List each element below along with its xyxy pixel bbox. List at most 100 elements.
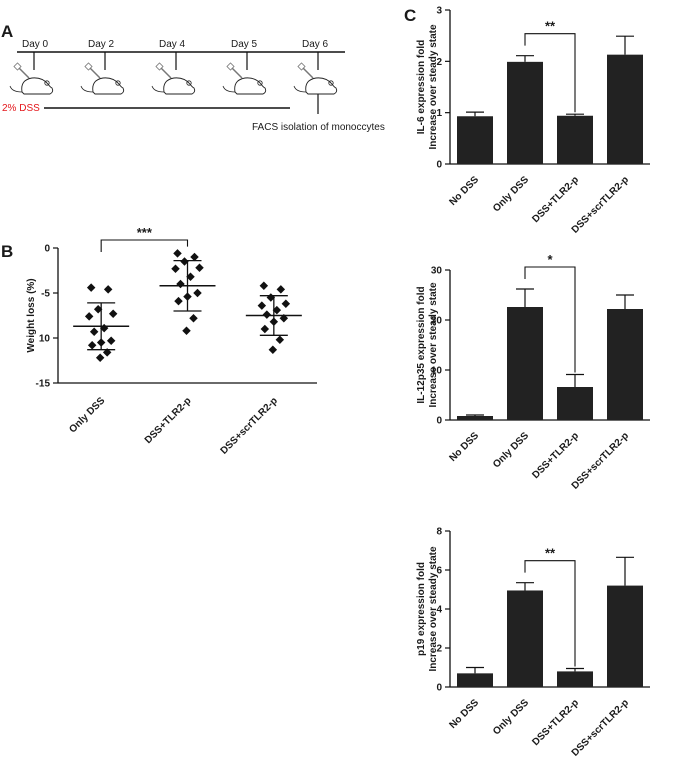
weight-data-point (86, 283, 96, 292)
mouse-icons (9, 52, 338, 95)
weight-data-point (186, 272, 195, 282)
weight-significance-bracket (100, 239, 189, 252)
weight-data-point (180, 257, 189, 266)
mouse-body-outline (21, 77, 54, 95)
mouse-body-outline (92, 77, 125, 95)
day-5-mouse-icon (222, 62, 267, 95)
day-0-label: Day 0 (22, 39, 49, 50)
il12-bar (557, 387, 593, 420)
il12-y-axis-label-line: Increase over steady state (428, 282, 439, 408)
weight-data-point (195, 263, 204, 273)
il6-bar (507, 61, 543, 165)
mouse-tail (293, 85, 307, 93)
weight-data-point (190, 252, 199, 262)
weight-data-point (193, 288, 202, 298)
day-5-label: Day 5 (231, 39, 258, 50)
p19-category-label: No DSS (447, 697, 481, 731)
p19-y-tick-label: 0 (436, 683, 442, 694)
il6-y-axis-label: IL-6 expression foldIncrease over steady… (416, 24, 439, 150)
weight-data-point (93, 304, 103, 314)
weight-data-point (281, 299, 291, 309)
weight-category-label: Only DSS (67, 395, 107, 435)
panel-c-letter: C (404, 6, 416, 25)
il6-bar (457, 116, 493, 164)
day-4-label: Day 4 (159, 39, 186, 50)
il6-bar (607, 54, 643, 164)
il12-category-label: No DSS (447, 430, 481, 464)
mouse-ear (186, 80, 192, 86)
il6-chart: 0 1 2 3 IL-6 expression foldIncrease over st… (416, 6, 650, 236)
il6-y-tick-label: 3 (436, 6, 442, 17)
weight-category-label: DSS+scrTLR2-p (219, 395, 280, 456)
weight-data-point (171, 264, 180, 273)
weight-data-point (182, 326, 191, 336)
p19-bar (607, 585, 643, 687)
il12-y-tick-label: 30 (431, 266, 443, 277)
p19-significance-bracket (524, 560, 576, 667)
p19-y-tick-label: 4 (436, 605, 442, 616)
p19-significance-label: ** (545, 546, 556, 561)
il6-category-label: DSS+TLR2-p (530, 174, 581, 225)
syringe-icon (160, 67, 172, 79)
day-6-label: Day 6 (302, 39, 329, 50)
il12p35-chart: 0 10 20 30 IL-12p35 expression foldIncrease … (416, 252, 650, 492)
weight-data-point (257, 301, 267, 310)
il6-significance-bracket (524, 33, 576, 113)
weight-data-point (189, 313, 198, 323)
il6-y-tick-label: 1 (436, 108, 442, 119)
p19-chart: 0 2 4 6 8 p19 expression foldIncrease over st… (416, 527, 650, 759)
mouse-ear (115, 80, 121, 86)
il12-category-label: Only DSS (491, 430, 531, 470)
weight-data-point (272, 305, 282, 315)
weight-y-tick-label: 10 (39, 334, 51, 345)
mouse-ear (328, 80, 334, 86)
day-6-mouse-icon (293, 62, 338, 95)
p19-y-axis-label-line: p19 expression fold (416, 562, 427, 656)
p19-category-label: Only DSS (491, 697, 531, 737)
weight-data-point (108, 309, 118, 318)
weight-data-point (276, 285, 286, 294)
weight-data-point (262, 310, 272, 319)
syringe-icon (302, 67, 314, 79)
p19-y-tick-label: 8 (436, 527, 442, 538)
day-0-mouse-icon (9, 62, 54, 95)
weight-loss-chart: 0 -5 10 -15 Weight loss (%) Only DSS DSS+TLR2-… (26, 225, 317, 457)
syringe-plunger-icon (297, 62, 306, 71)
syringe-plunger-icon (155, 62, 164, 71)
weight-data-point (176, 279, 185, 289)
il6-y-axis-label-line: Increase over steady state (428, 24, 439, 150)
weight-data-point (268, 345, 278, 354)
p19-y-axis-label: p19 expression foldIncrease over steady … (416, 546, 439, 672)
syringe-plunger-icon (84, 62, 93, 71)
p19-bar (457, 673, 493, 687)
syringe-plunger-icon (13, 62, 22, 71)
weight-data-point (174, 296, 183, 306)
mouse-body-outline (234, 77, 267, 95)
p19-y-tick-label: 2 (436, 644, 442, 655)
p19-category-label: DSS+TLR2-p (530, 697, 581, 748)
il6-category-label: No DSS (447, 174, 481, 208)
syringe-plunger-icon (226, 62, 235, 71)
p19-y-axis-label-line: Increase over steady state (428, 546, 439, 672)
day-4-mouse-icon (151, 62, 196, 95)
p19-bar (507, 590, 543, 687)
il12-bar (507, 307, 543, 420)
weight-category-label: DSS+TLR2-p (143, 395, 194, 446)
il12-y-tick-label: 10 (431, 366, 443, 377)
weight-data-point (260, 324, 270, 334)
il12-bar (457, 416, 493, 420)
mouse-body-outline (163, 77, 196, 95)
panel-b-letter: B (1, 242, 13, 261)
weight-data-point (84, 312, 94, 321)
mouse-ear (257, 80, 263, 86)
mouse-body-outline (305, 77, 338, 95)
panel-a-letter: A (1, 22, 13, 41)
weight-significance-label: *** (137, 225, 153, 240)
weight-data-point (275, 335, 285, 345)
p19-bar (557, 671, 593, 687)
il12-y-axis-label: IL-12p35 expression foldIncrease over st… (416, 282, 439, 408)
weight-data-point (173, 249, 182, 258)
weight-data-point (259, 281, 269, 291)
syringe-icon (18, 67, 30, 79)
